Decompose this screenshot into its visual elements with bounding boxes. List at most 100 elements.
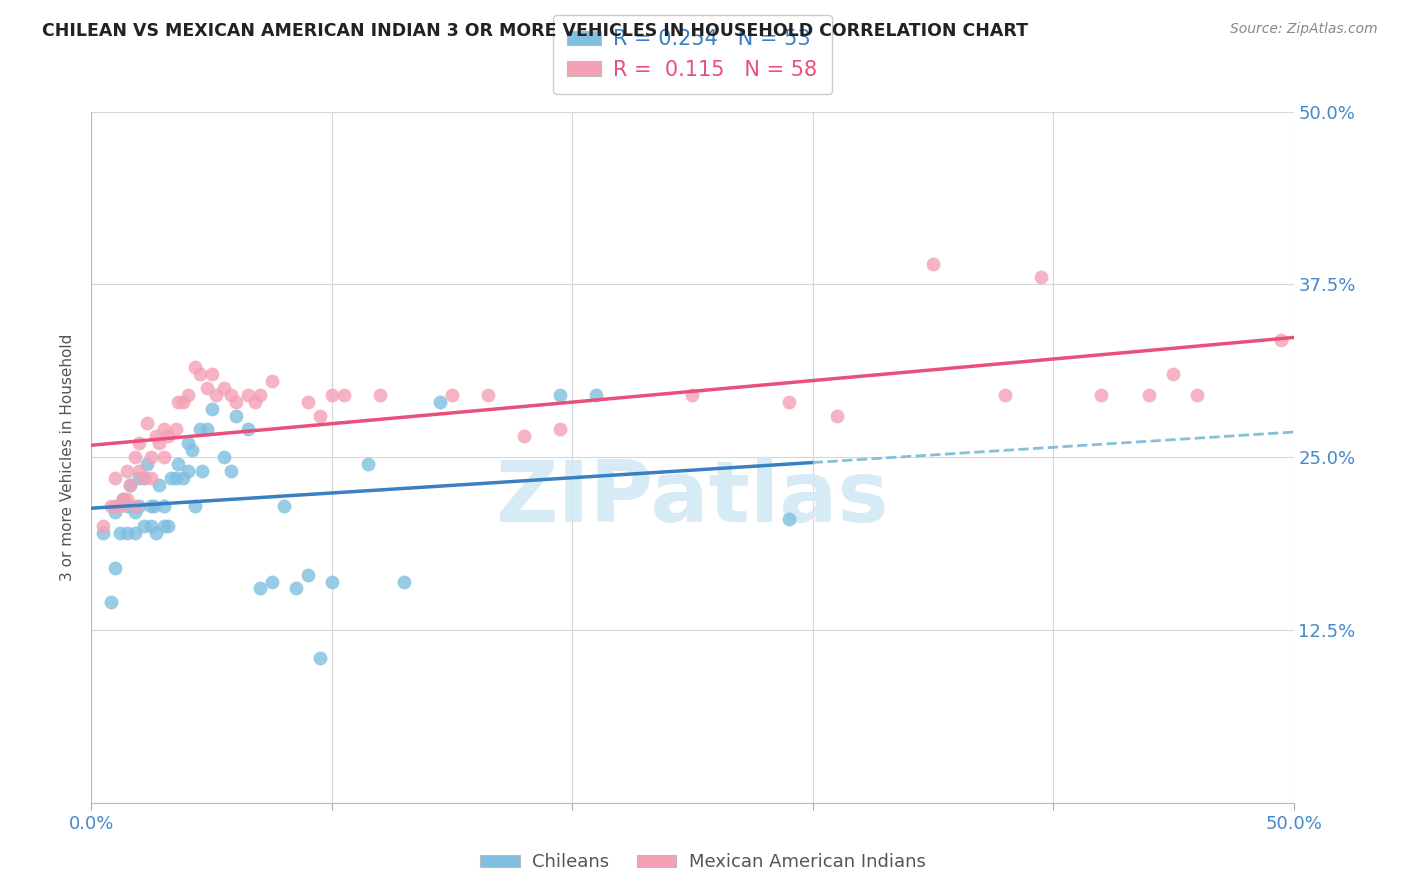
Point bbox=[201, 401, 224, 416]
Legend: Chileans, Mexican American Indians: Chileans, Mexican American Indians bbox=[472, 847, 934, 879]
Point bbox=[308, 409, 330, 423]
Point bbox=[297, 395, 319, 409]
Point bbox=[159, 471, 181, 485]
Point bbox=[165, 471, 187, 485]
Point bbox=[184, 360, 207, 375]
Point bbox=[260, 374, 283, 388]
Point bbox=[145, 526, 167, 541]
Point bbox=[195, 381, 218, 395]
Point bbox=[128, 499, 150, 513]
Point bbox=[191, 464, 214, 478]
Point bbox=[117, 526, 139, 541]
Point bbox=[104, 505, 127, 519]
Point bbox=[225, 395, 247, 409]
Point bbox=[440, 388, 463, 402]
Point bbox=[321, 574, 343, 589]
Point bbox=[152, 423, 174, 437]
Text: ZIPatlas: ZIPatlas bbox=[495, 457, 890, 541]
Point bbox=[152, 499, 174, 513]
Point bbox=[145, 429, 167, 443]
Point bbox=[1029, 270, 1052, 285]
Point bbox=[118, 478, 141, 492]
Point bbox=[225, 409, 247, 423]
Point bbox=[219, 388, 242, 402]
Point bbox=[249, 388, 271, 402]
Point bbox=[333, 388, 356, 402]
Point bbox=[778, 395, 800, 409]
Point bbox=[172, 471, 194, 485]
Point bbox=[188, 368, 211, 382]
Point bbox=[249, 582, 271, 596]
Point bbox=[104, 471, 127, 485]
Point bbox=[176, 464, 198, 478]
Point bbox=[548, 423, 571, 437]
Point bbox=[212, 450, 235, 465]
Point bbox=[321, 388, 343, 402]
Point bbox=[368, 388, 391, 402]
Point bbox=[152, 519, 174, 533]
Point bbox=[778, 512, 800, 526]
Point bbox=[128, 464, 150, 478]
Point bbox=[117, 491, 139, 506]
Text: CHILEAN VS MEXICAN AMERICAN INDIAN 3 OR MORE VEHICLES IN HOUSEHOLD CORRELATION C: CHILEAN VS MEXICAN AMERICAN INDIAN 3 OR … bbox=[42, 22, 1028, 40]
Point bbox=[1137, 388, 1160, 402]
Point bbox=[134, 471, 156, 485]
Point bbox=[111, 491, 134, 506]
Point bbox=[135, 457, 157, 471]
Point bbox=[1090, 388, 1112, 402]
Point bbox=[141, 519, 163, 533]
Point bbox=[148, 436, 170, 450]
Point bbox=[195, 423, 218, 437]
Point bbox=[994, 388, 1017, 402]
Point bbox=[124, 499, 146, 513]
Point bbox=[585, 388, 607, 402]
Text: Source: ZipAtlas.com: Source: ZipAtlas.com bbox=[1230, 22, 1378, 37]
Point bbox=[110, 499, 132, 513]
Point bbox=[141, 471, 163, 485]
Point bbox=[157, 429, 180, 443]
Point bbox=[128, 471, 150, 485]
Point bbox=[212, 381, 235, 395]
Point bbox=[176, 436, 198, 450]
Point bbox=[124, 505, 146, 519]
Point bbox=[1187, 388, 1209, 402]
Point bbox=[135, 416, 157, 430]
Point bbox=[1161, 368, 1184, 382]
Point bbox=[681, 388, 703, 402]
Point bbox=[181, 443, 204, 458]
Point bbox=[201, 368, 224, 382]
Point bbox=[273, 499, 295, 513]
Y-axis label: 3 or more Vehicles in Household: 3 or more Vehicles in Household bbox=[60, 334, 76, 581]
Point bbox=[922, 257, 945, 271]
Point bbox=[392, 574, 415, 589]
Point bbox=[110, 526, 132, 541]
Point bbox=[142, 499, 165, 513]
Point bbox=[477, 388, 499, 402]
Point bbox=[243, 395, 266, 409]
Point bbox=[188, 423, 211, 437]
Point bbox=[297, 567, 319, 582]
Point bbox=[205, 388, 228, 402]
Point bbox=[429, 395, 451, 409]
Point bbox=[104, 499, 127, 513]
Point bbox=[219, 464, 242, 478]
Point bbox=[825, 409, 848, 423]
Point bbox=[118, 478, 141, 492]
Point bbox=[134, 471, 156, 485]
Point bbox=[184, 499, 207, 513]
Point bbox=[284, 582, 307, 596]
Point bbox=[260, 574, 283, 589]
Point bbox=[236, 388, 259, 402]
Point bbox=[100, 499, 122, 513]
Point bbox=[172, 395, 194, 409]
Point bbox=[124, 526, 146, 541]
Point bbox=[117, 499, 139, 513]
Point bbox=[236, 423, 259, 437]
Point bbox=[141, 450, 163, 465]
Point bbox=[93, 519, 115, 533]
Point bbox=[357, 457, 380, 471]
Point bbox=[141, 499, 163, 513]
Point bbox=[152, 450, 174, 465]
Point bbox=[513, 429, 536, 443]
Point bbox=[167, 457, 190, 471]
